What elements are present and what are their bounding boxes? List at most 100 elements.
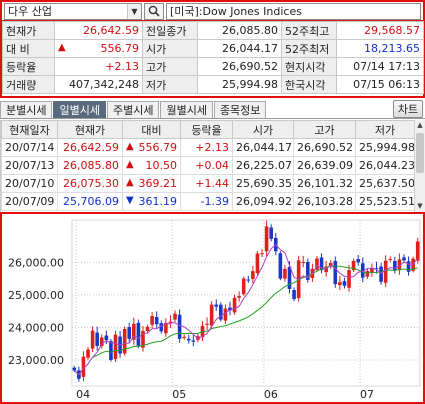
chart-button[interactable]: 차트 (393, 100, 423, 118)
x-tick-label: 04 (76, 388, 90, 401)
quote-value-text: 26,690.52 (222, 60, 278, 73)
candle-body (81, 356, 86, 377)
candle-body (278, 253, 283, 279)
column-header[interactable]: 대비 (122, 120, 181, 139)
scrollbar-thumb[interactable] (416, 133, 424, 173)
vertical-scrollbar[interactable]: ▲ ▼ (414, 120, 425, 212)
column-header[interactable]: 등락율 (180, 120, 233, 139)
quote-value-text: 29,568.57 (364, 24, 420, 37)
cell-text: 25,690.35 (236, 177, 292, 190)
x-tick-label: 06 (264, 388, 278, 401)
candle-body (301, 261, 306, 263)
cell-text: 25,994.98 (359, 141, 415, 154)
candle-body (191, 340, 196, 342)
candle-body (370, 268, 374, 274)
cell-change: ▲ 369.21 (122, 174, 181, 193)
quote-table: 현재가 26,642.59 전일종가 26,085.80 52주최고 29,568.57 대… (2, 21, 424, 94)
cell-high: 26,690.52 (293, 138, 356, 157)
cell-open: 26,225.07 (232, 156, 294, 175)
table-row[interactable]: 20/07/14 26,642.59 ▲ 556.79 +2.13 26,044.17 26… (1, 138, 415, 157)
quote-label: 52주최고 (281, 21, 337, 40)
table-row[interactable]: 20/07/09 25,706.09 ▼ 361.19 -1.39 26,094.92 26… (1, 192, 415, 211)
cell-text: 26,101.32 (297, 177, 353, 190)
candle-body (319, 257, 324, 271)
quote-value-text: 18,213.65 (364, 42, 420, 55)
quote-value: 29,568.57 (336, 21, 424, 40)
up-arrow-icon: ▲ (126, 141, 134, 152)
cell-price: 26,085.80 (57, 156, 123, 175)
cell-text: 26,690.52 (297, 141, 353, 154)
quote-label: 저가 (142, 75, 198, 94)
cell-text: 556.79 (138, 141, 178, 154)
column-header[interactable]: 시가 (232, 120, 294, 139)
cell-text: -1.39 (200, 195, 229, 208)
quote-value-text: 556.79 (100, 42, 140, 55)
cell-text: 26,094.92 (236, 195, 292, 208)
quote-row: 거래량 407,342,248 저가 25,994.98 한국시각 07/15 06:13 (2, 75, 424, 94)
search-bar: 다우 산업 ▼ [미국]:Dow Jones Indices (0, 0, 425, 22)
candle-body (328, 262, 333, 267)
cell-date: 20/07/13 (1, 156, 58, 175)
cell-text: 25,523.51 (359, 195, 415, 208)
cell-text: 26,639.09 (297, 159, 353, 172)
chevron-down-icon[interactable]: ▼ (127, 3, 141, 19)
candle-body (351, 261, 356, 271)
candle-body (132, 323, 136, 340)
plot-area (71, 219, 421, 387)
quote-value-text: 25,994.98 (222, 78, 278, 91)
table-row[interactable]: 20/07/10 26,075.30 ▲ 369.21 +1.44 25,690.35 26… (1, 174, 415, 193)
cell-rate: +1.44 (180, 174, 233, 193)
candle-body (333, 261, 338, 285)
cell-text: 25,706.09 (63, 195, 119, 208)
column-header[interactable]: 현재일자 (1, 120, 58, 139)
down-arrow-icon: ▼ (126, 195, 134, 206)
cell-change: ▼ 361.19 (122, 192, 181, 211)
candle-body (205, 323, 209, 325)
column-header[interactable]: 현재가 (57, 120, 123, 139)
tab-bar: 분별시세 일별시세 주별시세 월별시세 종목정보 차트 (0, 100, 425, 119)
candle-body (104, 335, 109, 341)
candle-body (113, 334, 118, 359)
symbol-select[interactable]: 다우 산업 ▼ (4, 2, 142, 20)
x-tick-label: 07 (360, 388, 374, 401)
tab-5[interactable]: 종목정보 (213, 101, 267, 118)
daily-table: 현재일자 현재가 대비 등락율 시가 고가 저가 20/07/14 26,642.59 ▲ 556… (1, 120, 415, 211)
quote-value-text: 07/14 17:13 (353, 60, 420, 73)
candle-body (182, 336, 186, 338)
cell-date: 20/07/14 (1, 138, 58, 157)
tab-3[interactable]: 주별시세 (106, 101, 160, 118)
column-header[interactable]: 고가 (293, 120, 356, 139)
candle-body (241, 278, 246, 295)
cell-text: 20/07/09 (5, 195, 55, 208)
tab-1[interactable]: 분별시세 (0, 101, 53, 118)
candle-body (109, 341, 113, 360)
cell-text: +2.13 (195, 141, 229, 154)
candle-body (223, 308, 228, 321)
quote-value: 07/14 17:13 (336, 57, 424, 76)
candle-body (232, 297, 237, 313)
quote-row: 대 비 ▲ 556.79 시가 26,044.17 52주최저 18,213.65 (2, 39, 424, 58)
cell-text: +0.04 (195, 159, 229, 172)
candle-body (145, 326, 150, 331)
search-button[interactable] (144, 2, 164, 20)
market-field[interactable]: [미국]:Dow Jones Indices (166, 2, 421, 20)
candle-body (360, 263, 365, 278)
candle-body (127, 327, 132, 339)
quote-panel: 현재가 26,642.59 전일종가 26,085.80 52주최고 29,568.57 대… (0, 21, 425, 98)
tab-4[interactable]: 월별시세 (160, 101, 213, 118)
scroll-up-icon[interactable]: ▲ (417, 121, 423, 129)
candle-body (251, 271, 255, 279)
candle-body (164, 322, 168, 334)
tab-2[interactable]: 일별시세 (53, 101, 106, 118)
scroll-down-icon[interactable]: ▼ (417, 202, 423, 210)
y-tick-label: 24,000.00 (8, 321, 64, 334)
table-row[interactable]: 20/07/13 26,085.80 ▲ 10.50 +0.04 26,225.07 26,… (1, 156, 415, 175)
cell-text: 26,044.17 (236, 141, 292, 154)
cell-text: 25,637.50 (359, 177, 415, 190)
column-header[interactable]: 저가 (355, 120, 415, 139)
candle-body (154, 316, 159, 325)
cell-text: 26,085.80 (63, 159, 119, 172)
quote-label: 현지시각 (281, 57, 337, 76)
up-arrow-icon: ▲ (58, 42, 66, 53)
candle-body (186, 338, 191, 341)
